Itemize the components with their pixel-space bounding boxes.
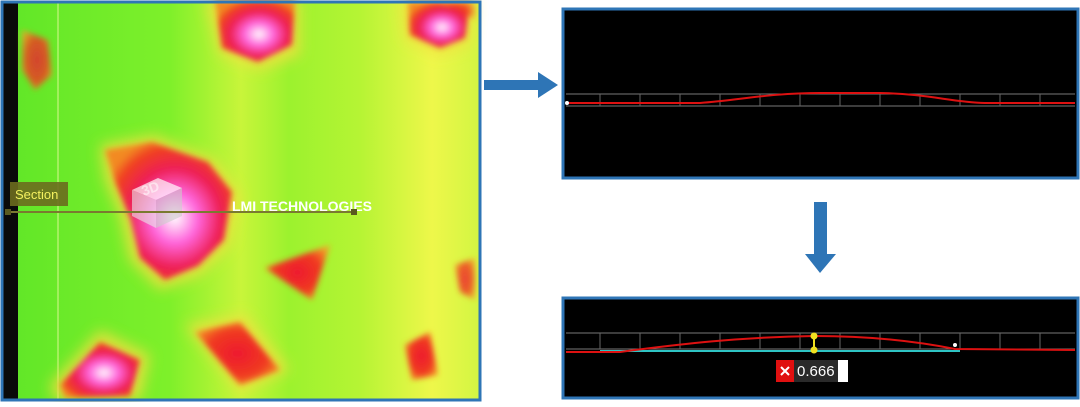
section-label-box	[10, 182, 68, 206]
profile-point	[953, 343, 957, 347]
value-box	[794, 360, 838, 382]
measure-panel: 0.666	[561, 296, 1080, 400]
measure-point[interactable]	[810, 332, 818, 340]
arrow-down	[805, 202, 836, 273]
logo-text: LMI TECHNOLOGIES	[232, 198, 372, 214]
section-handle[interactable]	[351, 209, 357, 215]
section-handle[interactable]	[5, 209, 11, 215]
logo-3d: 3D	[139, 178, 161, 199]
profile-panel	[561, 7, 1080, 180]
panel-border	[0, 0, 482, 402]
measure-value: 0.666	[797, 363, 835, 380]
section-label: Section	[15, 187, 58, 202]
logo-cube: 3D	[132, 178, 182, 228]
heightmap-panel: 3D LMI TECHNOLOGIES Section	[0, 0, 482, 402]
measure-point[interactable]	[810, 346, 818, 354]
arrow-right	[484, 72, 558, 98]
profile-point	[565, 101, 569, 105]
value-box-end	[838, 360, 848, 382]
profile-curve	[566, 92, 1075, 104]
close-icon	[780, 366, 790, 376]
